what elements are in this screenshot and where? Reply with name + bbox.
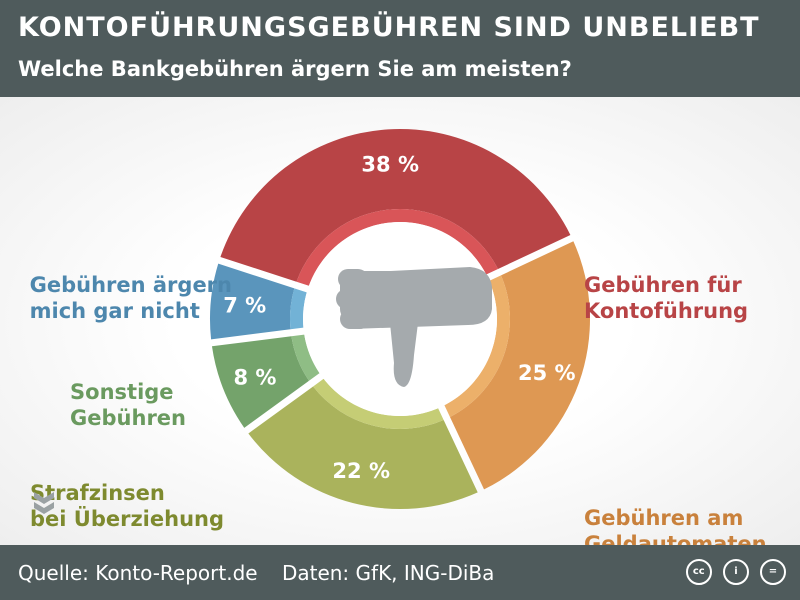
header: KONTOFÜHRUNGSGEBÜHREN SIND UNBELIEBT Wel…	[0, 0, 800, 97]
thumbs-down-icon	[336, 267, 492, 387]
value-label-strafzinsen: 22 %	[332, 459, 390, 483]
source-line: Quelle: Konto-Report.de Daten: GfK, ING-…	[18, 561, 494, 585]
no-derivatives-icon[interactable]: =	[760, 559, 786, 585]
brand-logo-icon	[34, 492, 54, 514]
slice-inner-band-gar-nicht	[290, 288, 307, 330]
slice-label-line: Gebühren für	[584, 273, 742, 297]
chart-area: 38 % 25 % 22 % 8 % 7 % Gebühren für Kontoführ…	[0, 97, 800, 556]
cc-icon[interactable]: cc	[685, 559, 712, 585]
chart-subtitle: Welche Bankgebühren ärgern Sie am meiste…	[18, 57, 572, 81]
slice-inner-band-sonstige	[291, 334, 320, 381]
attribution-icon[interactable]: i	[722, 559, 749, 585]
source-text: Quelle: Konto-Report.de	[18, 561, 258, 585]
slice-label-line: Kontoführung	[584, 299, 749, 323]
slice-label-line: Gebühren ärgern	[29, 273, 232, 297]
donut-chart: 38 % 25 % 22 % 8 % 7 %	[210, 128, 590, 510]
data-credit-text: Daten: GfK, ING-DiBa	[281, 561, 495, 585]
footer: Quelle: Konto-Report.de Daten: GfK, ING-…	[0, 545, 800, 600]
slice-label-line: Gebühren am	[584, 506, 744, 530]
slice-label-kontofuehrung: Gebühren für Kontoführung	[584, 272, 748, 324]
slice-inner-band-kontofuehrung	[296, 209, 498, 286]
value-label-geldautomaten: 25 %	[518, 361, 576, 385]
slice-label-line: bei Überziehung	[29, 507, 224, 531]
chart-title: KONTOFÜHRUNGSGEBÜHREN SIND UNBELIEBT	[18, 12, 760, 43]
slice-geldautomaten	[449, 241, 590, 490]
value-label-gar-nicht: 7 %	[223, 293, 266, 317]
slice-kontofuehrung	[220, 128, 571, 282]
slice-inner-band-strafzinsen	[313, 378, 444, 429]
slice-sonstige	[211, 336, 309, 428]
slice-label-strafzinsen: Strafzinsen bei Überziehung	[30, 480, 224, 532]
slice-label-line: Sonstige	[70, 380, 174, 404]
slice-label-line: Gebühren	[70, 406, 186, 430]
slice-label-line: mich gar nicht	[29, 299, 200, 323]
slice-gar-nicht	[210, 263, 295, 340]
value-label-sonstige: 8 %	[233, 365, 276, 389]
value-label-kontofuehrung: 38 %	[361, 152, 419, 176]
slice-strafzinsen	[248, 386, 478, 510]
slice-label-gar-nicht: Gebühren ärgern mich gar nicht	[30, 272, 232, 324]
slice-label-line: Strafzinsen	[29, 481, 165, 505]
slice-inner-band-geldautomaten	[444, 275, 510, 417]
license-icons: cc i =	[680, 559, 786, 585]
slice-label-sonstige: Sonstige Gebühren	[70, 379, 186, 431]
